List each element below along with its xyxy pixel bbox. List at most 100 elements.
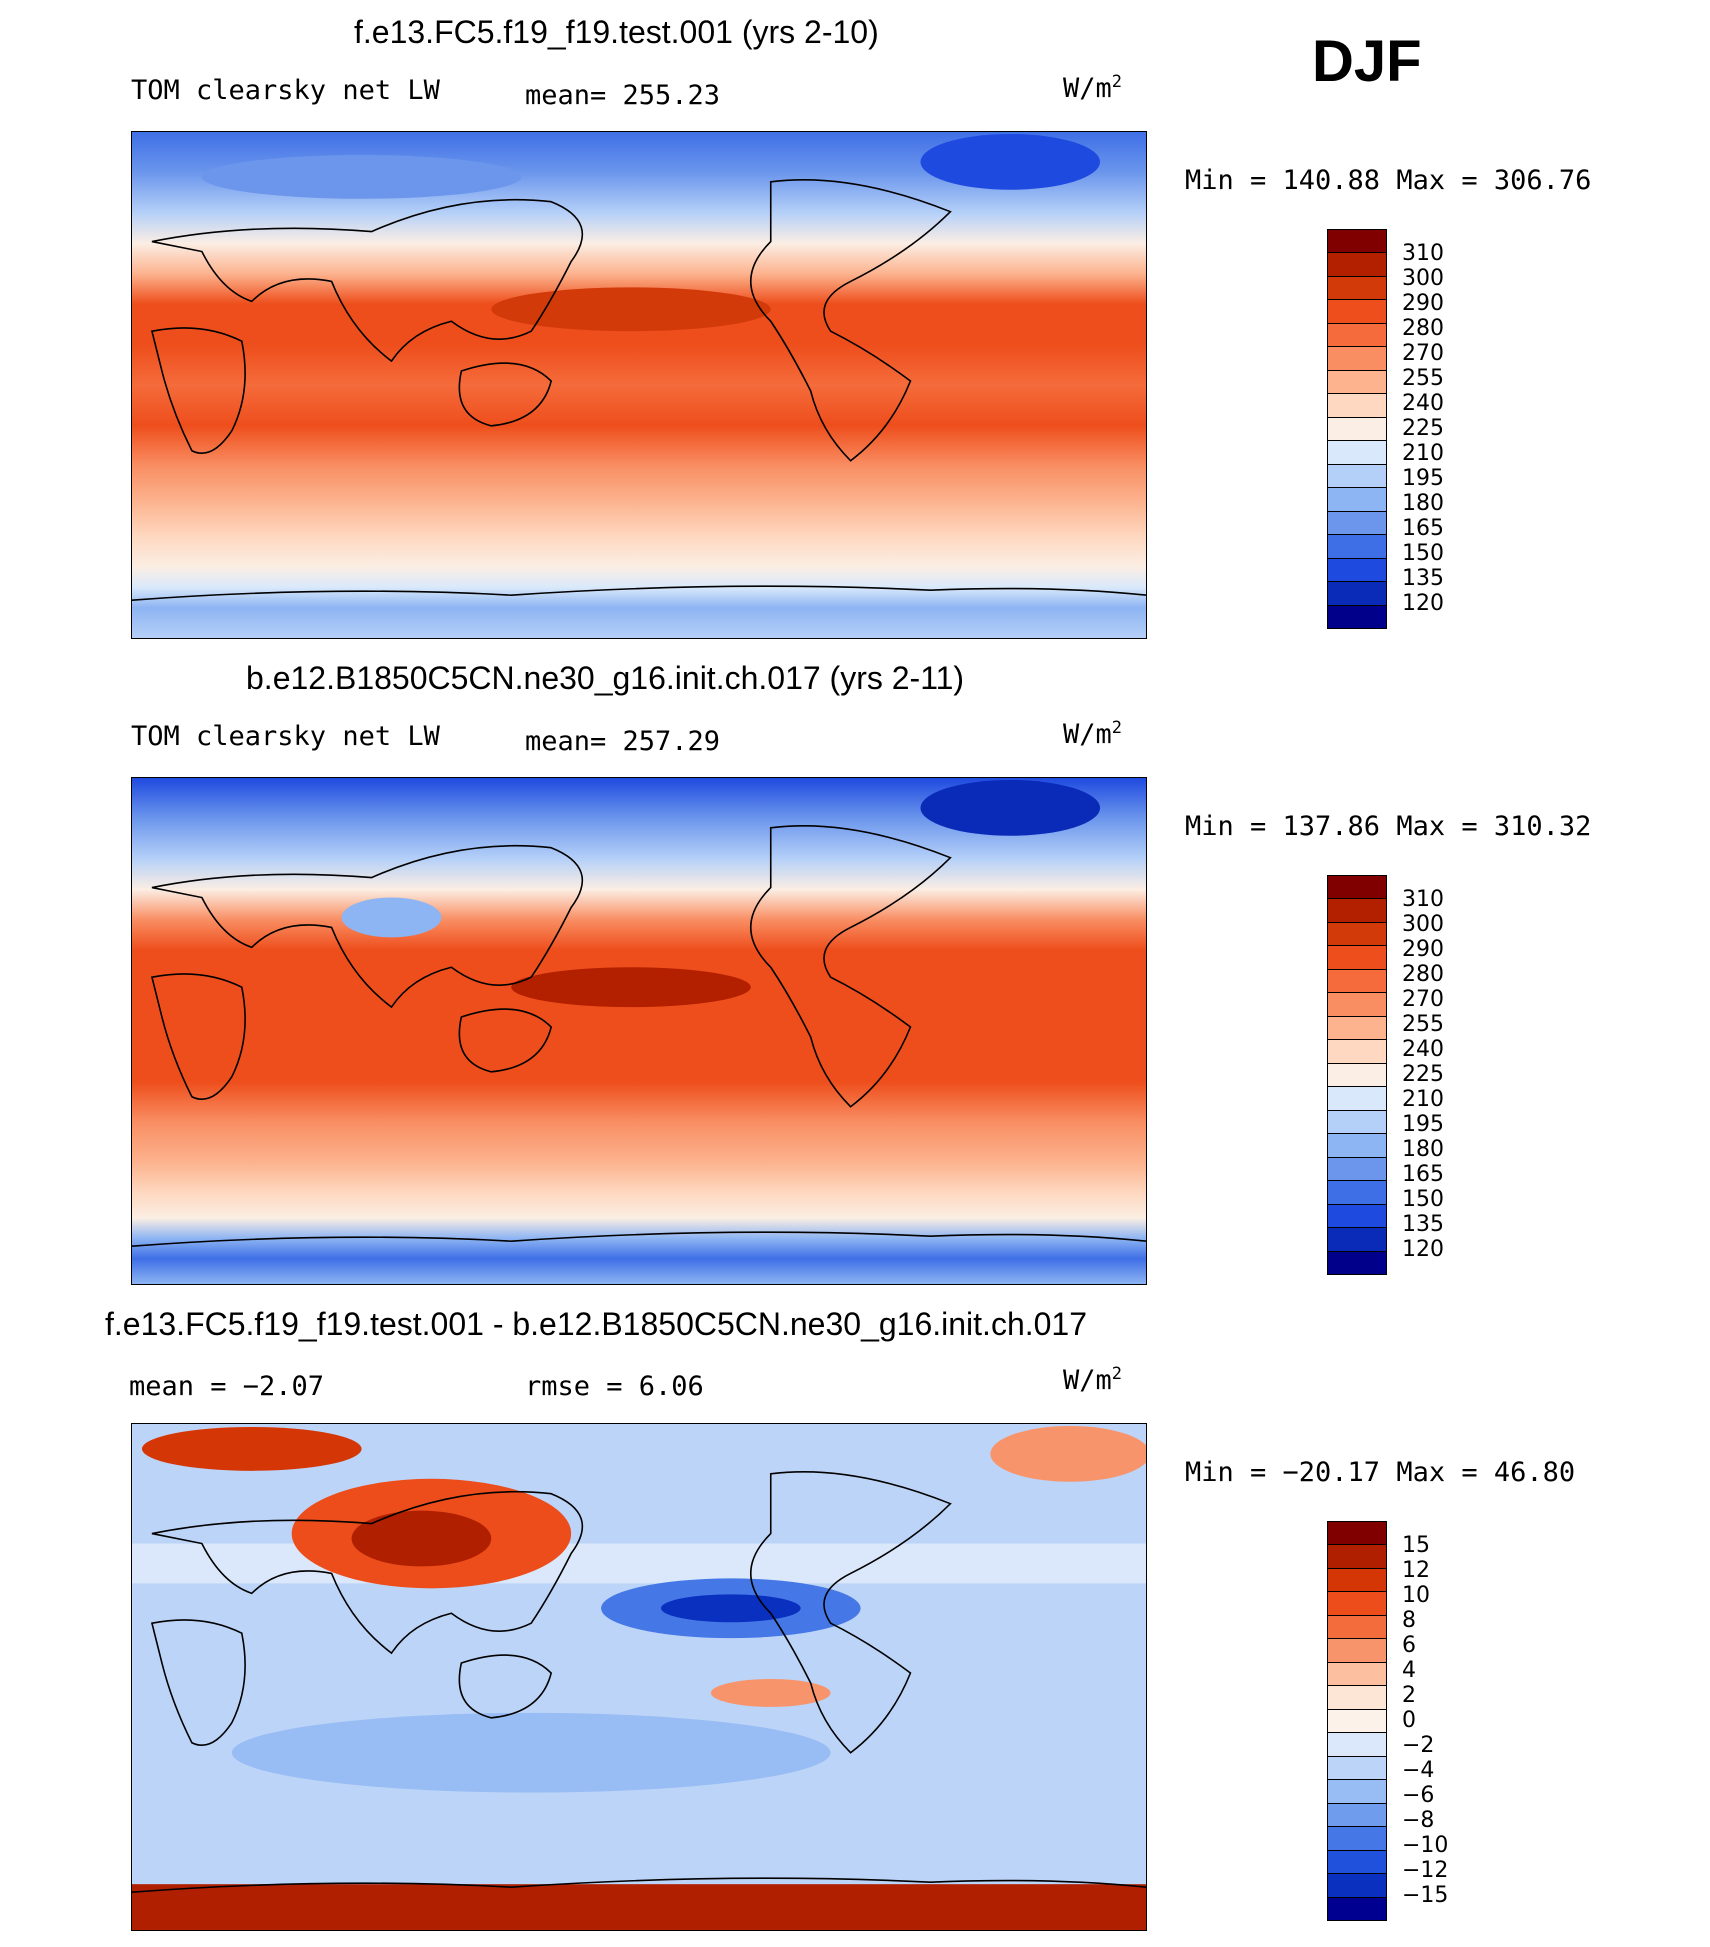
panel2-coastline-americas <box>750 825 952 1108</box>
tick-label: 6 <box>1402 1633 1416 1658</box>
panel1-mean: mean= 255.23 <box>525 80 721 111</box>
swatch <box>1328 1016 1386 1041</box>
swatch <box>1328 1157 1386 1182</box>
swatch <box>1328 276 1386 301</box>
panel3-asia-warm-core <box>351 1510 492 1567</box>
swatch <box>1328 1545 1386 1569</box>
panel2-coastline-antarctica <box>132 1231 1146 1247</box>
tick-label: 310 <box>1402 887 1444 912</box>
swatch <box>1328 1733 1386 1757</box>
panel3-map <box>131 1423 1147 1931</box>
swatch <box>1328 535 1386 559</box>
panel1-warm-pool <box>491 287 771 332</box>
swatch <box>1328 1709 1386 1734</box>
swatch <box>1328 582 1386 606</box>
panel2-variable: TOM clearsky net LW <box>131 721 440 752</box>
swatch <box>1328 300 1386 324</box>
panel3-coastline-antarctica <box>132 1877 1146 1893</box>
swatch <box>1328 1204 1386 1229</box>
panel1-coastline-antarctica <box>132 585 1146 601</box>
swatch <box>1328 993 1386 1017</box>
tick-label: 225 <box>1402 1062 1444 1087</box>
swatch <box>1328 1228 1386 1252</box>
tick-label: 300 <box>1402 912 1444 937</box>
tick-label: 120 <box>1402 1237 1444 1262</box>
panel2-title: b.e12.B1850C5CN.ne30_g16.init.ch.017 (yr… <box>246 660 965 696</box>
swatch <box>1328 1662 1386 1687</box>
panel2-mean: mean= 257.29 <box>525 726 721 757</box>
swatch <box>1328 1592 1386 1616</box>
swatch <box>1328 253 1386 277</box>
tick-label: 0 <box>1402 1708 1416 1733</box>
swatch <box>1328 1110 1386 1135</box>
panel3-coastline-americas <box>750 1471 952 1754</box>
tick-label: 270 <box>1402 987 1444 1012</box>
swatch <box>1328 1134 1386 1158</box>
swatch <box>1328 1850 1386 1875</box>
swatch <box>1328 1639 1386 1663</box>
panel1-coastline-australia <box>458 362 553 427</box>
swatch <box>1328 347 1386 371</box>
panel3-title: f.e13.FC5.f19_f19.test.001 - b.e12.B1850… <box>105 1306 1088 1342</box>
panel3-rmse: rmse = 6.06 <box>525 1371 704 1402</box>
tick-label: 255 <box>1402 366 1444 391</box>
tick-label: −15 <box>1402 1883 1449 1908</box>
tick-label: 240 <box>1402 1037 1444 1062</box>
tick-label: −6 <box>1402 1783 1435 1808</box>
panel3-europe-warm <box>141 1426 362 1471</box>
tick-label: 165 <box>1402 516 1444 541</box>
tick-label: 180 <box>1402 491 1444 516</box>
tick-label: −8 <box>1402 1808 1435 1833</box>
swatch <box>1328 230 1386 254</box>
swatch <box>1328 394 1386 418</box>
panel1-arctic-cold <box>920 133 1101 190</box>
panel3-light-band <box>132 1543 1146 1584</box>
swatch <box>1328 1897 1386 1920</box>
panel3-greenland-warm <box>990 1426 1146 1482</box>
panel2-coastline-australia <box>458 1008 553 1073</box>
swatch <box>1328 946 1386 970</box>
swatch <box>1328 969 1386 994</box>
panel3-units: W/m2 <box>1063 1364 1123 1396</box>
swatch <box>1328 1181 1386 1205</box>
tick-label: 300 <box>1402 266 1444 291</box>
panel3-antarctic-warm <box>132 1884 1146 1930</box>
tick-label: 240 <box>1402 391 1444 416</box>
swatch <box>1328 1756 1386 1781</box>
tick-label: 150 <box>1402 1187 1444 1212</box>
tick-label: −4 <box>1402 1758 1435 1783</box>
swatch <box>1328 1827 1386 1851</box>
swatch <box>1328 1568 1386 1593</box>
panel1-units: W/m2 <box>1063 72 1123 104</box>
swatch <box>1328 417 1386 442</box>
swatch <box>1328 1803 1386 1828</box>
tick-label: −12 <box>1402 1858 1449 1883</box>
panel1-coastline-americas <box>750 179 952 462</box>
swatch <box>1328 488 1386 512</box>
swatch <box>1328 1780 1386 1804</box>
panel2-tibet-cold <box>341 897 442 938</box>
panel3-coastline-asia <box>151 1490 584 1655</box>
panel2-map <box>131 777 1147 1285</box>
panel1-coastline-africa <box>150 327 246 455</box>
tick-label: 135 <box>1402 566 1444 591</box>
panel1-title: f.e13.FC5.f19_f19.test.001 (yrs 2-10) <box>354 14 879 50</box>
swatch <box>1328 1063 1386 1088</box>
panel2-minmax: Min = 137.86 Max = 310.32 <box>1185 811 1592 842</box>
swatch <box>1328 876 1386 900</box>
panel1-siberia-cold <box>201 154 522 199</box>
tick-label: 210 <box>1402 441 1444 466</box>
panel2-warm-pool <box>511 967 751 1008</box>
tick-label: 195 <box>1402 466 1444 491</box>
swatch <box>1328 922 1386 947</box>
tick-label: 180 <box>1402 1137 1444 1162</box>
panel2-colorbar <box>1327 875 1387 1275</box>
panel3-field <box>132 1424 1146 1930</box>
panel2-coastline-africa <box>150 973 246 1101</box>
tick-label: 165 <box>1402 1162 1444 1187</box>
swatch <box>1328 605 1386 628</box>
swatch <box>1328 1251 1386 1274</box>
panel1-field <box>132 132 1146 638</box>
swatch <box>1328 1686 1386 1710</box>
swatch <box>1328 1040 1386 1064</box>
